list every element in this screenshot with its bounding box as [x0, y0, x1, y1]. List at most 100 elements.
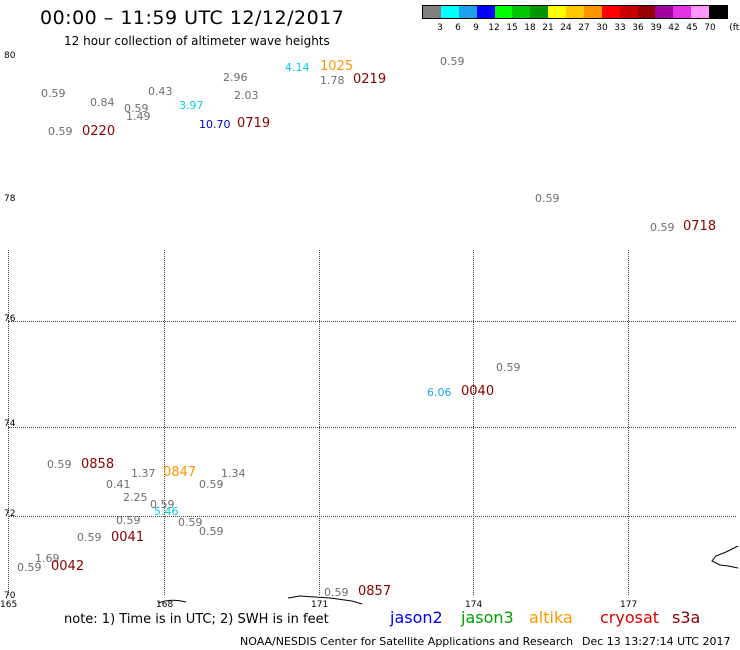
- legend-bin-label: 6: [455, 23, 461, 33]
- mission-label-jason2: jason2: [390, 608, 443, 627]
- wave-height-value: 1.37: [131, 467, 156, 480]
- wave-height-value: 0.59: [650, 221, 675, 234]
- pass-time-label: 0719: [237, 116, 271, 131]
- legend-swatch: [583, 6, 602, 18]
- wave-height-value: 1.78: [320, 74, 345, 87]
- pass-time-label: 0718: [683, 219, 717, 234]
- lon-label: 174: [465, 600, 483, 610]
- wave-height-value: 6.06: [427, 386, 452, 399]
- grid-line-lon: [319, 250, 320, 595]
- legend-bin-label: 18: [524, 23, 536, 33]
- grid-line-lon: [8, 250, 9, 595]
- wave-height-value: 0.59: [535, 192, 560, 205]
- legend-swatch: [601, 6, 620, 18]
- wave-height-value: 0.59: [440, 55, 465, 68]
- legend-swatch: [494, 6, 513, 18]
- wave-height-value: 1.34: [221, 467, 246, 480]
- pass-time-label: 0042: [51, 559, 85, 574]
- legend-bin-label: 27: [578, 23, 590, 33]
- wave-height-value: 0.43: [148, 85, 173, 98]
- wave-height-value: 10.70: [199, 118, 231, 131]
- footer-note: note: 1) Time is in UTC; 2) SWH is in fe…: [64, 612, 329, 627]
- wave-height-value: 0.59: [124, 102, 149, 115]
- wave-height-value: 2.03: [234, 89, 259, 102]
- legend-bin-label: 70: [704, 23, 716, 33]
- legend-swatch: [691, 6, 709, 18]
- pass-time-label: 0041: [111, 530, 145, 545]
- wave-height-color-legend: [422, 5, 728, 19]
- wave-height-value: 0.59: [324, 586, 349, 599]
- wave-height-value: 0.59: [48, 125, 73, 138]
- wave-height-value: 0.59: [178, 516, 203, 529]
- legend-unit-label: (ft): [729, 23, 740, 33]
- legend-bin-label: 21: [542, 23, 554, 33]
- wave-height-value: 4.14: [285, 61, 310, 74]
- wave-height-value: 1.69: [35, 552, 60, 565]
- pass-time-label: 0857: [358, 584, 392, 599]
- map-title: 00:00 – 11:59 UTC 12/12/2017: [40, 7, 345, 29]
- lon-label: 171: [311, 600, 329, 610]
- legend-bin-label: 12: [488, 23, 500, 33]
- generated-timestamp: Dec 13 13:27:14 UTC 2017: [582, 635, 731, 648]
- legend-bin-label: 30: [596, 23, 608, 33]
- lat-label: 70: [4, 591, 16, 601]
- legend-bin-label: 33: [614, 23, 626, 33]
- legend-bin-label: 39: [650, 23, 662, 33]
- grid-line-lat: [8, 321, 736, 322]
- wave-height-value: 0.84: [90, 96, 115, 109]
- legend-swatch: [458, 6, 477, 18]
- mission-label-altika: altika: [529, 608, 573, 627]
- wave-height-value: 0.59: [17, 561, 42, 574]
- legend-swatch: [709, 6, 727, 18]
- wave-height-value: 0.59: [77, 531, 102, 544]
- pass-time-label: 0040: [461, 384, 495, 399]
- wave-height-value: 0.59: [47, 458, 72, 471]
- wave-height-value: 2.25: [123, 491, 148, 504]
- lat-label: 74: [4, 419, 16, 429]
- legend-swatch: [530, 6, 549, 18]
- legend-bin-label: 45: [686, 23, 698, 33]
- legend-bin-label: 3: [437, 23, 443, 33]
- wave-height-value: 0.59: [150, 498, 175, 511]
- mission-label-cryosat: cryosat: [600, 608, 660, 627]
- lat-label: 76: [4, 314, 16, 324]
- legend-swatch: [512, 6, 531, 18]
- grid-line-lat: [8, 516, 736, 517]
- wave-height-value: 0.59: [199, 525, 224, 538]
- pass-time-label: 0220: [82, 124, 116, 139]
- wave-height-value: 0.59: [199, 478, 224, 491]
- legend-swatch: [619, 6, 638, 18]
- map-subtitle: 12 hour collection of altimeter wave hei…: [64, 34, 330, 48]
- pass-time-label: 1025: [320, 59, 354, 74]
- wave-height-value: 0.59: [116, 514, 141, 527]
- legend-swatch: [673, 6, 692, 18]
- wave-height-value: 3.97: [179, 99, 204, 112]
- legend-bin-label: 42: [668, 23, 680, 33]
- lon-label: 168: [156, 600, 174, 610]
- lat-label: 78: [4, 194, 16, 204]
- mission-label-s3a: s3a: [672, 608, 701, 627]
- legend-swatch: [548, 6, 566, 18]
- legend-swatch: [655, 6, 674, 18]
- lat-label: 80: [4, 51, 16, 61]
- legend-bin-label: 15: [506, 23, 518, 33]
- wave-height-value: 0.41: [106, 478, 131, 491]
- grid-line-lon: [628, 250, 629, 595]
- legend-swatch: [637, 6, 656, 18]
- lon-label: 165: [0, 600, 18, 610]
- pass-time-label: 0219: [353, 72, 387, 87]
- grid-line-lon: [164, 250, 165, 595]
- wave-height-value: 0.59: [496, 361, 521, 374]
- credit-line: NOAA/NESDIS Center for Satellite Applica…: [240, 635, 574, 648]
- legend-swatch: [476, 6, 495, 18]
- wave-height-value: 1.49: [126, 110, 151, 123]
- legend-bin-label: 9: [473, 23, 479, 33]
- legend-swatch: [423, 6, 441, 18]
- grid-line-lon: [473, 250, 474, 595]
- mission-label-jason3: jason3: [461, 608, 514, 627]
- pass-time-label: 0847: [163, 465, 197, 480]
- lat-label: 72: [4, 509, 16, 519]
- wave-height-value: 0.59: [41, 87, 66, 100]
- legend-bin-label: 36: [632, 23, 644, 33]
